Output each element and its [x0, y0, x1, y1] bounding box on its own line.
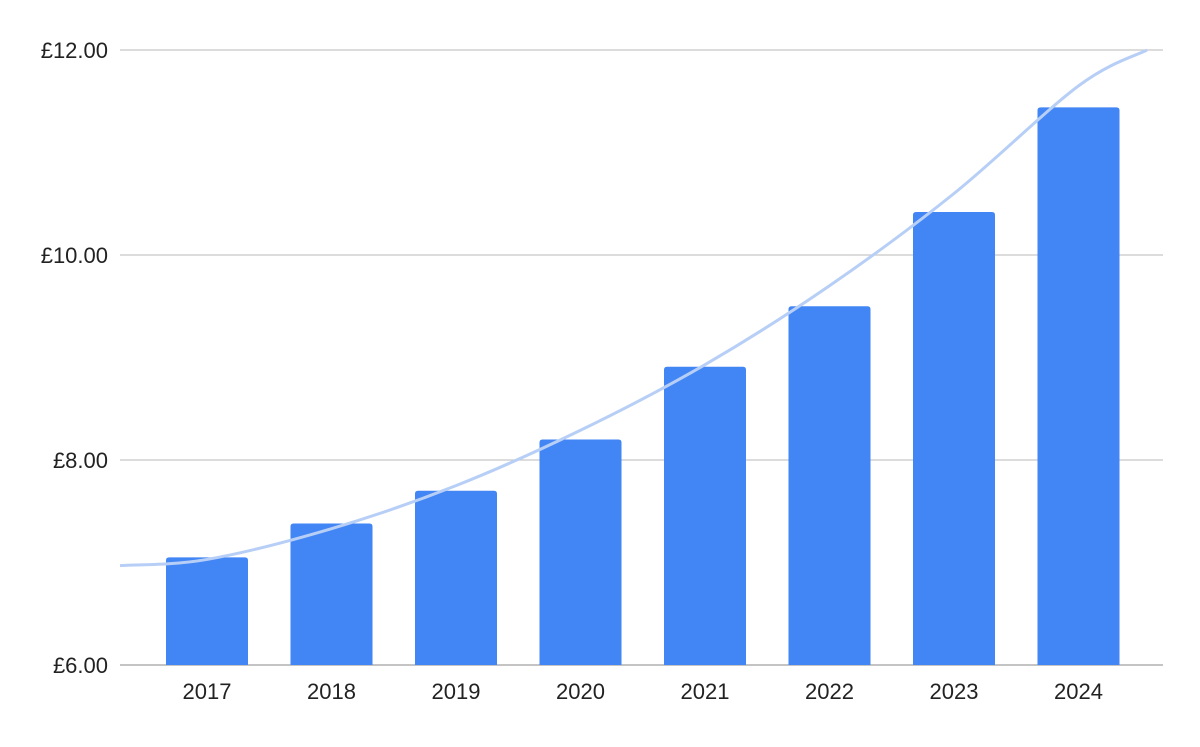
y-tick-label: £6.00: [53, 653, 108, 678]
x-axis-ticks: 2017 2018 2019 2020 2021 2022 2023 2024: [183, 679, 1103, 704]
y-axis-ticks: £6.00 £8.00 £10.00 £12.00: [41, 38, 108, 678]
bar-2018: [290, 523, 373, 665]
x-tick-label: 2024: [1054, 679, 1103, 704]
bar-2022: [788, 306, 871, 665]
x-tick-label: 2020: [556, 679, 605, 704]
bar-2020: [539, 439, 622, 665]
x-tick-label: 2023: [930, 679, 979, 704]
x-tick-label: 2021: [681, 679, 730, 704]
trendline-layer: [119, 48, 1148, 568]
x-tick-label: 2022: [805, 679, 854, 704]
bar-2019: [415, 490, 497, 665]
bars: [166, 107, 1120, 665]
y-tick-label: £12.00: [41, 38, 108, 63]
gridlines: [120, 49, 1163, 666]
x-tick-label: 2017: [183, 679, 232, 704]
y-tick-label: £8.00: [53, 448, 108, 473]
x-tick-label: 2018: [307, 679, 356, 704]
bar-2021: [664, 366, 746, 665]
y-tick-label: £10.00: [41, 243, 108, 268]
x-tick-label: 2019: [432, 679, 481, 704]
bar-2023: [913, 211, 995, 665]
bar-2017: [166, 557, 248, 665]
trendline: [119, 48, 1148, 568]
bar-2024: [1037, 107, 1120, 665]
